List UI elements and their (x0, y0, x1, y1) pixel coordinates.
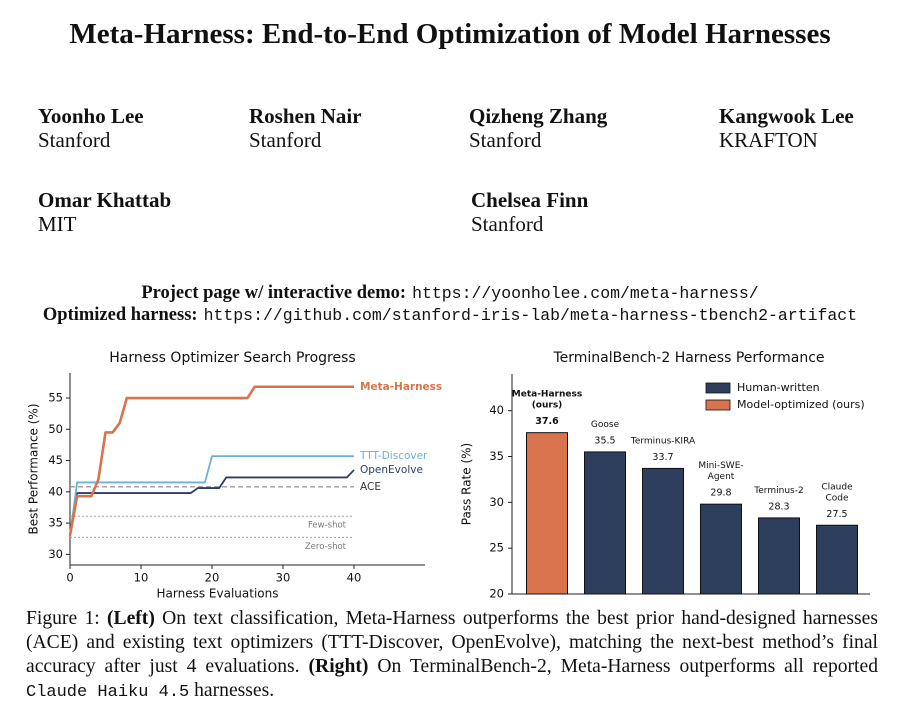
caption-text: harnesses. (189, 680, 275, 701)
author-name: Roshen Nair (249, 104, 362, 128)
x-tick-label: 30 (276, 571, 291, 585)
legend-label: Model-optimized (ours) (737, 398, 865, 411)
y-tick-label: 35 (489, 449, 504, 463)
author-affiliation: Stanford (471, 212, 544, 236)
value-label: 29.8 (710, 488, 731, 499)
category-label: Terminus-2 (753, 485, 803, 495)
series-line (69, 455, 354, 536)
link-line: Project page w/ interactive demo: https:/… (0, 283, 900, 304)
paper-title: Meta-Harness: End-to-End Optimization of… (69, 18, 831, 50)
value-label: 37.6 (535, 416, 559, 427)
author-affiliation: MIT (38, 212, 77, 236)
value-label: 33.7 (652, 452, 673, 463)
x-tick-label: 40 (347, 571, 362, 585)
chart-title: Harness Optimizer Search Progress (109, 350, 355, 366)
author: Yoonho Lee Stanford (38, 104, 144, 152)
series-label: TTT-Discover (359, 450, 428, 462)
category-label: Meta-Harness (ours) (512, 389, 582, 410)
x-tick-label: 10 (134, 571, 149, 585)
author-name: Yoonho Lee (38, 104, 144, 128)
author: Chelsea Finn Stanford (471, 188, 588, 236)
caption-text: On TerminalBench-2, Meta-Harness outperf… (368, 656, 878, 677)
value-label: 27.5 (826, 509, 847, 520)
series-label: Zero-shot (305, 542, 347, 552)
bar (526, 432, 568, 595)
y-tick-label: 40 (489, 403, 504, 417)
series-label: Meta-Harness (360, 381, 442, 393)
y-tick-label: 55 (48, 391, 63, 405)
link-url[interactable]: https://github.com/stanford-iris-lab/met… (203, 306, 858, 325)
caption-text: On text classification, Meta-Harness out… (26, 608, 878, 677)
series-line (69, 469, 355, 536)
category-label: Terminus-KIRA (630, 436, 696, 446)
series-label: Few-shot (308, 521, 347, 531)
bar (700, 503, 742, 595)
x-tick-label: 0 (66, 571, 73, 585)
author-affiliation: Stanford (38, 128, 111, 152)
y-tick-label: 40 (48, 484, 63, 498)
bar (584, 451, 626, 595)
caption-text: Claude Haiku 4.5 (26, 683, 190, 702)
link-label: Project page w/ interactive demo: (141, 283, 407, 303)
y-tick-label: 35 (48, 516, 63, 530)
category-label: Mini-SWE-Agent (698, 461, 743, 482)
author: Kangwook Lee KRAFTON (719, 104, 854, 152)
x-axis-label: Harness Evaluations (157, 587, 279, 601)
link-line: Optimized harness: https://github.com/sta… (0, 305, 900, 326)
author-name: Omar Khattab (38, 188, 172, 212)
bar (816, 524, 858, 595)
category-label: Claude Code (821, 482, 853, 503)
legend-label: Human-written (737, 381, 820, 394)
y-tick-label: 20 (489, 587, 504, 601)
y-axis-label: Best Performance (%) (27, 403, 41, 534)
author-affiliation: KRAFTON (719, 128, 818, 152)
y-axis-label: Pass Rate (%) (460, 443, 474, 525)
author-name: Qizheng Zhang (469, 104, 608, 128)
x-tick-label: 20 (205, 571, 220, 585)
bar (642, 467, 684, 595)
caption-text: Figure 1: (26, 608, 107, 629)
y-tick-label: 45 (48, 453, 63, 467)
legend-swatch (705, 399, 731, 411)
y-tick-label: 30 (489, 495, 504, 509)
author: Qizheng Zhang Stanford (469, 104, 607, 152)
y-tick-label: 30 (48, 547, 63, 561)
value-label: 28.3 (768, 501, 789, 512)
author: Omar Khattab MIT (38, 188, 171, 236)
category-label: Goose (591, 419, 620, 429)
bar (758, 517, 800, 595)
author-name: Chelsea Finn (471, 188, 589, 212)
value-label: 35.5 (594, 435, 615, 446)
author: Roshen Nair Stanford (249, 104, 362, 152)
caption-text: (Right) (308, 656, 369, 677)
chart-title: TerminalBench-2 Harness Performance (552, 350, 824, 366)
link-label: Optimized harness: (42, 305, 198, 325)
caption-text: (Left) (106, 608, 155, 629)
y-tick-label: 25 (489, 541, 504, 555)
author-name: Kangwook Lee (719, 104, 854, 128)
series-label: OpenEvolve (360, 464, 423, 476)
figure-caption: Figure 1: (Left) On text classification,… (26, 607, 878, 705)
link-url[interactable]: https://yoonholee.com/meta-harness/ (412, 284, 759, 303)
legend-swatch (705, 382, 731, 394)
y-tick-label: 50 (48, 422, 63, 436)
series-line (68, 385, 354, 536)
series-label: ACE (360, 481, 381, 493)
author-affiliation: Stanford (249, 128, 322, 152)
author-affiliation: Stanford (469, 128, 542, 152)
